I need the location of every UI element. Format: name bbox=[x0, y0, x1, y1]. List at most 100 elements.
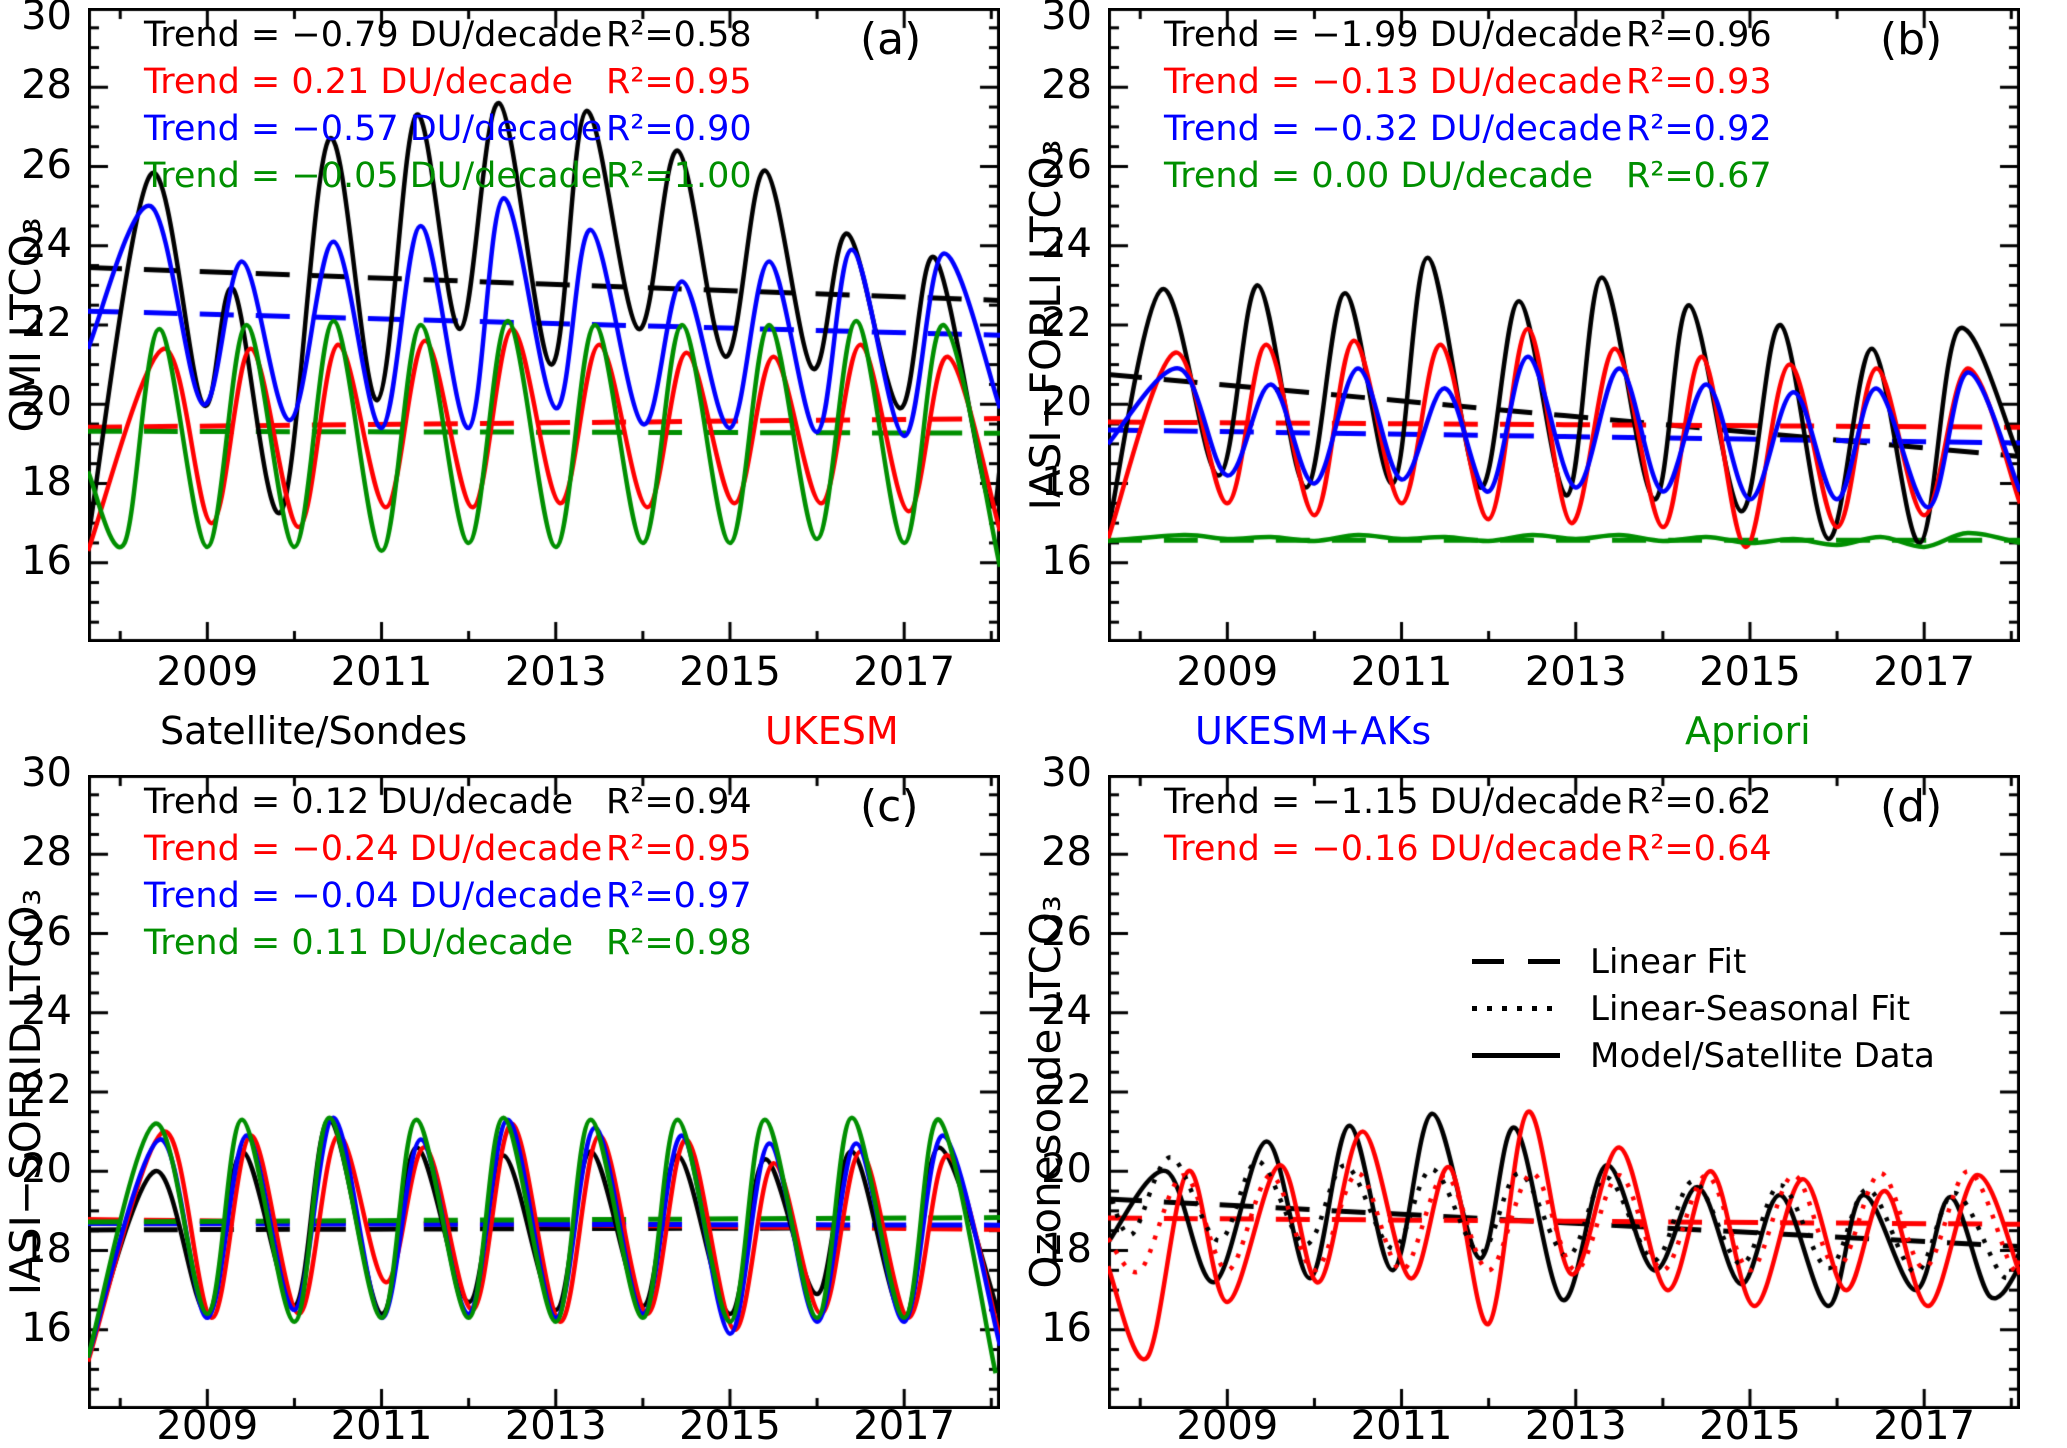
panel-d-canvas bbox=[1108, 775, 2020, 1409]
dotted-line-icon bbox=[1472, 1006, 1560, 1011]
x-tick-label: 2017 bbox=[1873, 1403, 1976, 1448]
legend-item-apriori: Apriori bbox=[1685, 709, 1811, 753]
x-tick-label: 2013 bbox=[504, 1403, 607, 1448]
x-tick-label: 2009 bbox=[156, 649, 259, 695]
solid-line-icon bbox=[1472, 1053, 1560, 1058]
trend-text: Trend = 0.12 DU/decade bbox=[144, 782, 573, 822]
r-squared-text: R²=0.95 bbox=[606, 829, 752, 869]
r-squared-text: R²=0.92 bbox=[1626, 109, 1772, 149]
y-axis-label: Ozonesonde LTCO₃ bbox=[1021, 895, 1070, 1289]
trend-text: Trend = −1.99 DU/decade bbox=[1164, 15, 1623, 55]
x-tick-label: 2015 bbox=[1699, 1403, 1801, 1448]
trend-text: Trend = −1.15 DU/decade bbox=[1164, 782, 1623, 822]
line-style-legend: Linear Fit Linear-Seasonal Fit Model/Sat… bbox=[1472, 938, 1935, 1079]
r-squared-text: R²=0.96 bbox=[1626, 15, 1772, 55]
panel-corner-label: (a) bbox=[860, 14, 922, 65]
legend-label: Model/Satellite Data bbox=[1590, 1035, 1935, 1076]
y-tick-label: 18 bbox=[21, 458, 72, 505]
trend-annotation: Trend = −0.57 DU/decade R²=0.90 bbox=[144, 112, 964, 147]
trend-annotation: Trend = −0.79 DU/decade R²=0.58 bbox=[144, 18, 964, 53]
trend-text: Trend = −0.79 DU/decade bbox=[144, 15, 603, 55]
y-tick-label: 22 bbox=[1041, 300, 1092, 346]
y-tick-label: 30 bbox=[21, 0, 72, 39]
legend-item-satellite-sondes: Satellite/Sondes bbox=[160, 709, 468, 753]
legend-item-ukesm: UKESM bbox=[765, 709, 899, 753]
y-tick-label: 28 bbox=[1041, 829, 1092, 876]
panel-c-canvas bbox=[88, 775, 1000, 1409]
trend-text: Trend = −0.13 DU/decade bbox=[1164, 62, 1623, 102]
panel-corner-label: (d) bbox=[1880, 781, 1943, 832]
y-tick-label: 28 bbox=[21, 829, 72, 876]
legend-row-model-satellite-data: Model/Satellite Data bbox=[1472, 1032, 1935, 1079]
trend-text: Trend = 0.11 DU/decade bbox=[144, 923, 573, 963]
x-tick-label: 2017 bbox=[853, 1403, 956, 1448]
r-squared-text: R²=0.98 bbox=[606, 923, 752, 963]
y-tick-label: 18 bbox=[1041, 1225, 1092, 1272]
x-tick-label: 2009 bbox=[1176, 649, 1279, 695]
y-tick-label: 16 bbox=[21, 537, 72, 584]
r-squared-text: R²=0.62 bbox=[1626, 782, 1772, 822]
trend-annotation: Trend = −0.04 DU/decade R²=0.97 bbox=[144, 879, 964, 914]
y-tick-label: 26 bbox=[21, 141, 72, 188]
y-tick-label: 26 bbox=[1041, 908, 1092, 955]
y-tick-label: 16 bbox=[1041, 537, 1092, 584]
y-tick-label: 30 bbox=[1041, 0, 1092, 39]
y-tick-label: 28 bbox=[1041, 62, 1092, 109]
y-tick-label: 24 bbox=[21, 220, 72, 267]
r-squared-text: R²=0.64 bbox=[1626, 829, 1772, 869]
y-tick-label: 22 bbox=[21, 1067, 72, 1113]
trend-annotation: Trend = 0.11 DU/decade R²=0.98 bbox=[144, 926, 964, 961]
y-tick-label: 30 bbox=[21, 750, 72, 796]
y-tick-label: 16 bbox=[1041, 1304, 1092, 1351]
trend-text: Trend = −0.57 DU/decade bbox=[144, 109, 603, 149]
y-tick-label: 20 bbox=[21, 379, 72, 426]
trend-text: Trend = −0.05 DU/decade bbox=[144, 156, 603, 196]
panel-corner-label: (c) bbox=[860, 781, 919, 832]
panel-a bbox=[88, 8, 1000, 642]
x-tick-label: 2017 bbox=[1873, 649, 1976, 695]
r-squared-text: R²=0.58 bbox=[606, 15, 752, 55]
y-tick-label: 20 bbox=[1041, 1146, 1092, 1193]
x-tick-label: 2009 bbox=[156, 1403, 259, 1448]
panel-corner-label: (b) bbox=[1880, 14, 1943, 65]
x-tick-label: 2015 bbox=[679, 1403, 781, 1448]
y-axis-label: IASI−FORLI LTCO₃ bbox=[1021, 139, 1070, 511]
trend-annotation: Trend = 0.12 DU/decade R²=0.94 bbox=[144, 785, 964, 820]
x-tick-label: 2013 bbox=[1524, 1403, 1627, 1448]
y-tick-label: 18 bbox=[21, 1225, 72, 1272]
legend-item-ukesm-aks: UKESM+AKs bbox=[1195, 709, 1432, 753]
trend-annotation: Trend = 0.00 DU/decade R²=0.67 bbox=[1164, 159, 1984, 194]
trend-annotation: Trend = −0.24 DU/decade R²=0.95 bbox=[144, 832, 964, 867]
y-tick-label: 24 bbox=[1041, 987, 1092, 1034]
trend-text: Trend = −0.32 DU/decade bbox=[1164, 109, 1623, 149]
trend-annotation: Trend = −0.16 DU/decade R²=0.64 bbox=[1164, 832, 1984, 867]
r-squared-text: R²=0.93 bbox=[1626, 62, 1772, 102]
x-tick-label: 2013 bbox=[504, 649, 607, 695]
trend-annotation: Trend = −0.05 DU/decade R²=1.00 bbox=[144, 159, 964, 194]
panel-b bbox=[1108, 8, 2020, 642]
y-tick-label: 24 bbox=[1041, 220, 1092, 267]
y-tick-label: 16 bbox=[21, 1304, 72, 1351]
x-tick-label: 2011 bbox=[330, 649, 433, 695]
legend-label: Linear-Seasonal Fit bbox=[1590, 988, 1911, 1029]
legend-label: Linear Fit bbox=[1590, 941, 1747, 982]
x-tick-label: 2015 bbox=[1699, 649, 1801, 695]
y-tick-label: 24 bbox=[21, 987, 72, 1034]
y-tick-label: 28 bbox=[21, 62, 72, 109]
r-squared-text: R²=0.97 bbox=[606, 876, 752, 916]
panel-d bbox=[1108, 775, 2020, 1409]
y-tick-label: 22 bbox=[21, 300, 72, 346]
y-tick-label: 26 bbox=[1041, 141, 1092, 188]
trend-text: Trend = −0.16 DU/decade bbox=[1164, 829, 1623, 869]
legend-row-linear-fit: Linear Fit bbox=[1472, 938, 1935, 985]
trend-annotation: Trend = −0.13 DU/decade R²=0.93 bbox=[1164, 65, 1984, 100]
trend-annotation: Trend = −0.32 DU/decade R²=0.92 bbox=[1164, 112, 1984, 147]
r-squared-text: R²=0.90 bbox=[606, 109, 752, 149]
panel-b-canvas bbox=[1108, 8, 2020, 642]
y-axis-label: OMI LTCO₃ bbox=[1, 217, 50, 433]
y-tick-label: 18 bbox=[1041, 458, 1092, 505]
trend-text: Trend = −0.04 DU/decade bbox=[144, 876, 603, 916]
y-axis-label: IASI−SOFRID LTCO₃ bbox=[1, 888, 50, 1296]
dashed-line-icon bbox=[1472, 959, 1560, 964]
trend-annotation: Trend = 0.21 DU/decade R²=0.95 bbox=[144, 65, 964, 100]
